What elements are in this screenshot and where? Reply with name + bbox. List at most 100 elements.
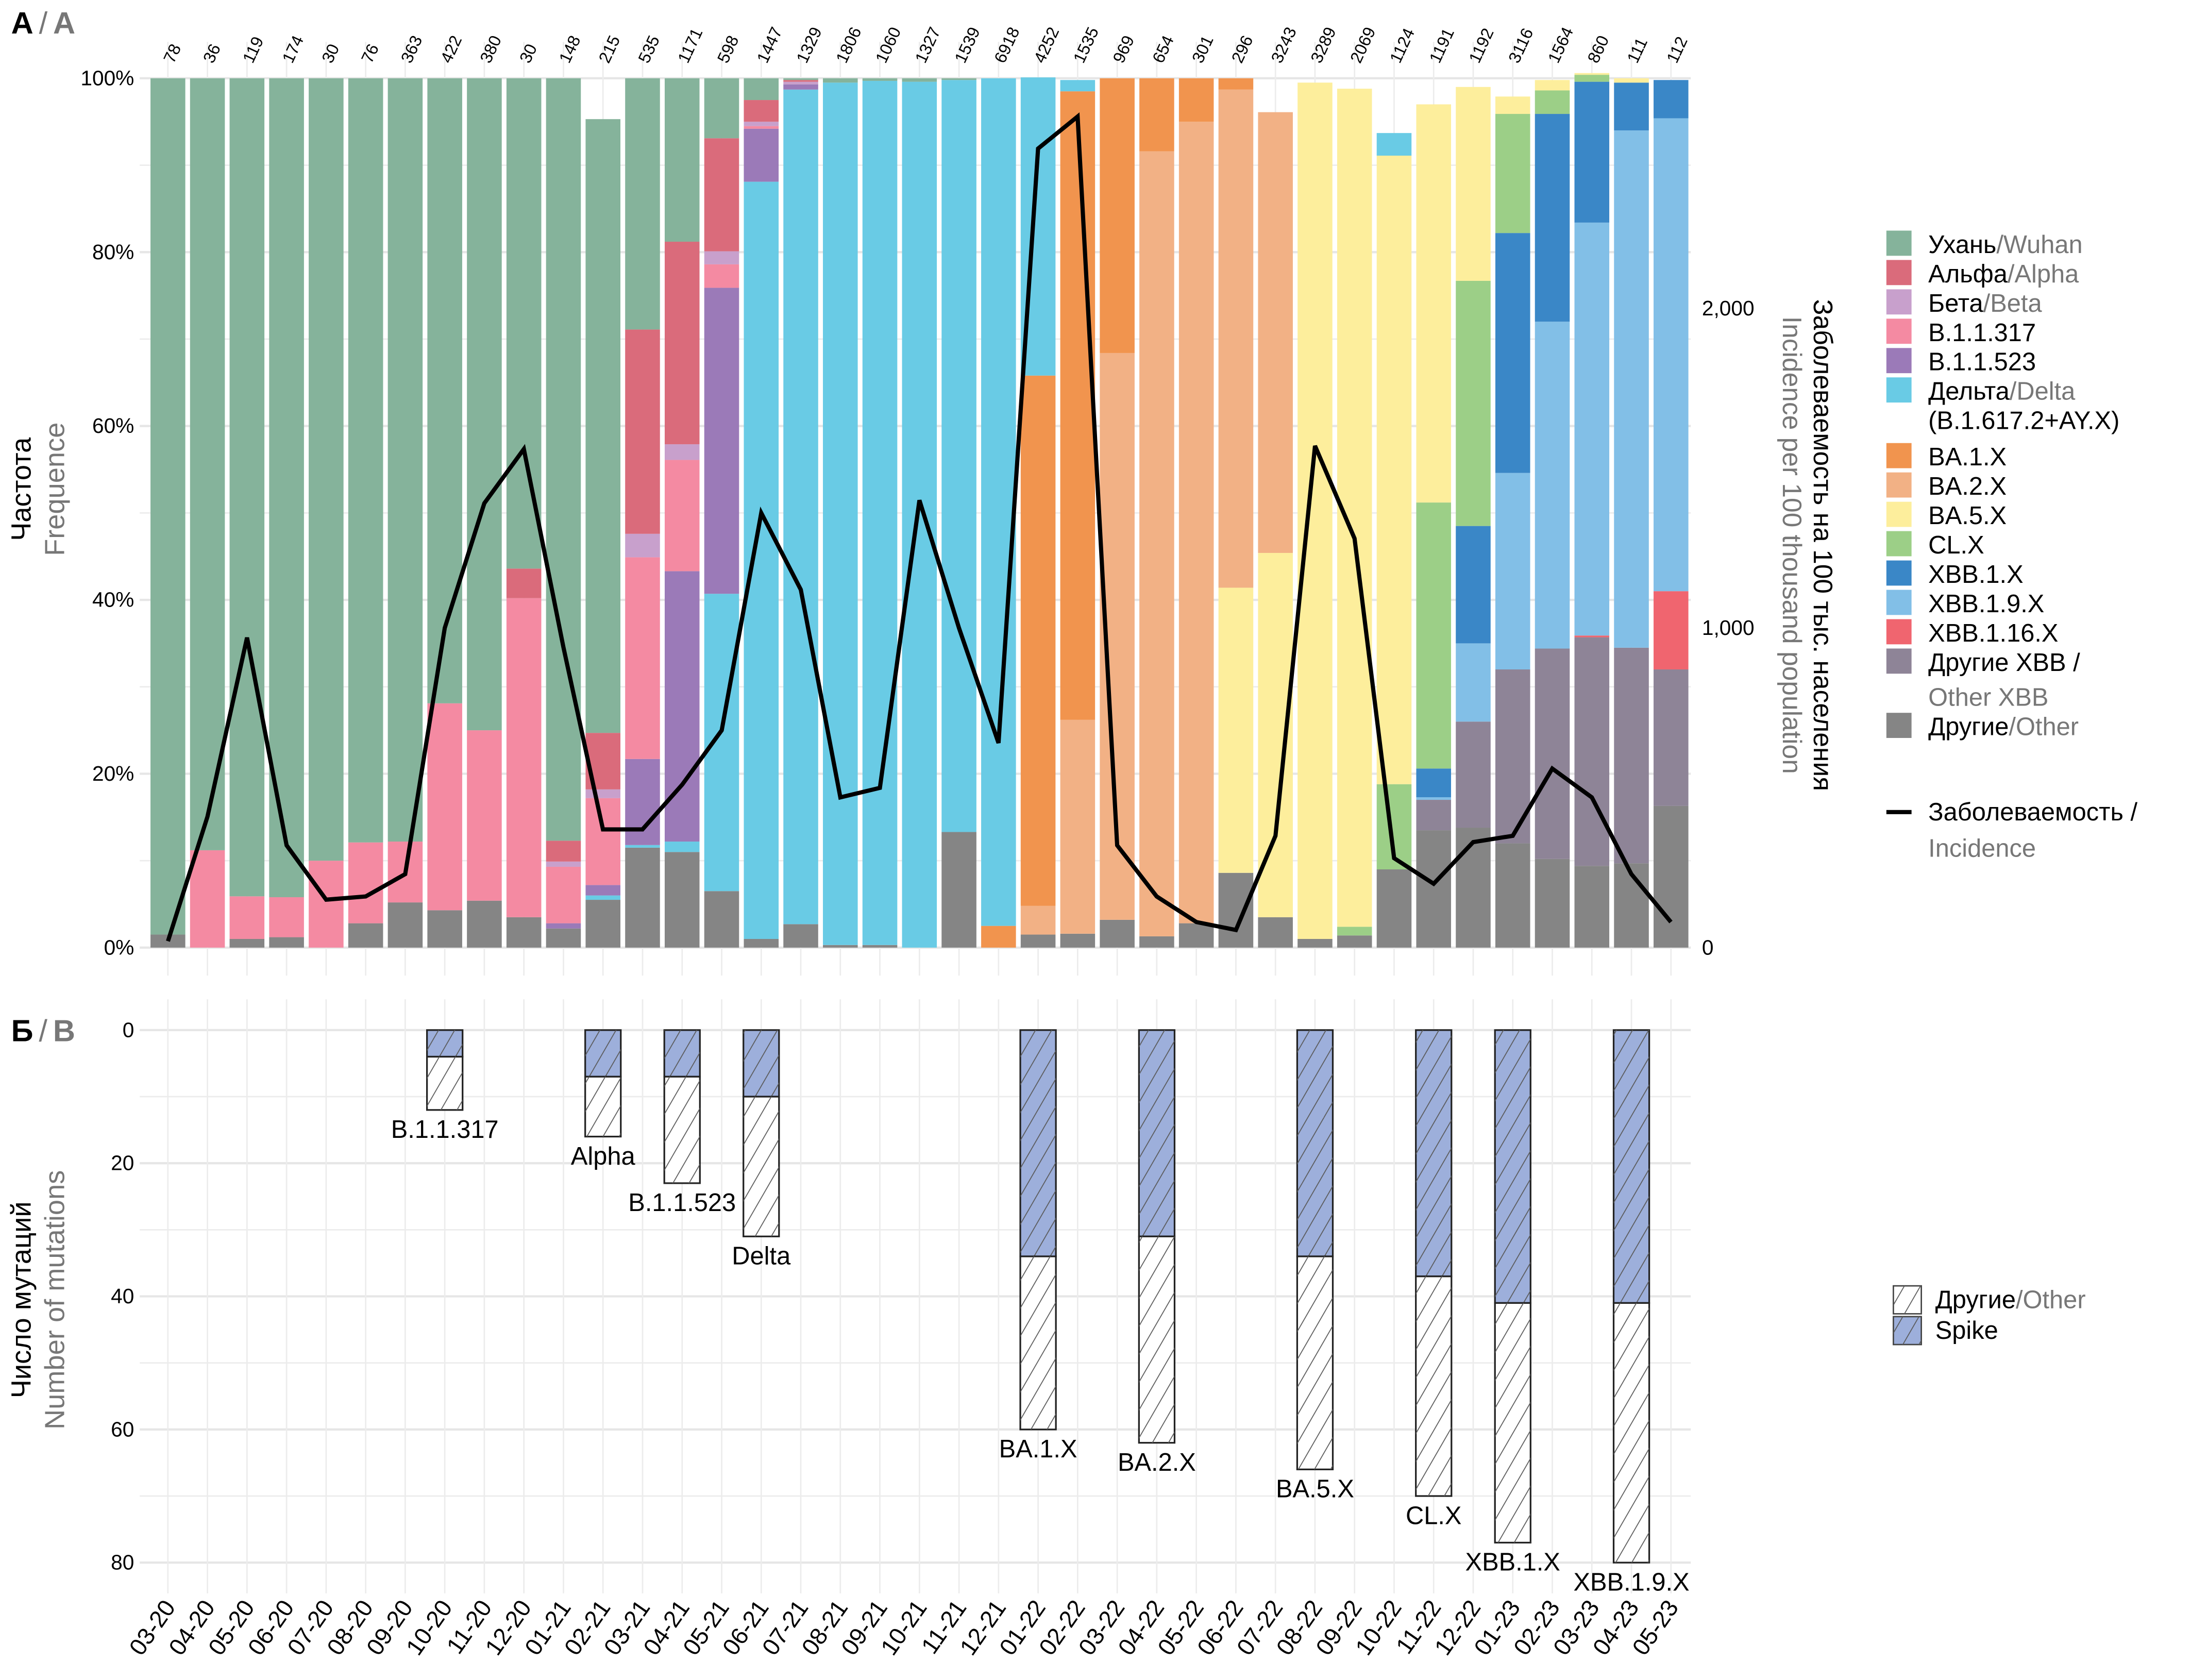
bar-segment-wuhan [546,78,581,841]
mutation-bar: BA.2.X [1118,1029,1196,1476]
legend-label-en: Wuhan [2003,231,2083,259]
legend-swatch [1886,713,1912,738]
bar-segment-wuhan [427,78,462,703]
sample-count-label: 654 [1149,32,1177,65]
bar-segment-xbb1 [1416,768,1452,797]
bar-stack [546,78,581,948]
legend-item-delta: Дельта/Delta(B.1.617.2+AY.X) [1886,377,2119,435]
bar-segment-delta [664,842,700,852]
bar-segment-ba5 [1535,80,1570,91]
bar-segment-b11317 [467,730,502,901]
bar-segment-other [1654,805,1689,948]
bar-segment-ba5 [1574,73,1610,75]
month-axis-labels: 03-2004-2005-2006-2007-2008-2009-2010-20… [124,1595,1683,1660]
y-tick-label: 60% [92,414,134,438]
bar-stack [309,78,344,948]
legend-swatch [1886,443,1912,468]
bar-segment-ba5 [1416,104,1452,503]
bar-stack [1060,80,1096,948]
sample-count-label: 30 [318,41,343,66]
legend-label-en: Beta [1990,290,2042,317]
hatch-other [1020,1256,1056,1430]
legend-slash: / [2009,713,2016,741]
legend-label-ru: BA.2.X [1928,473,2007,500]
y-tick-label: 60 [111,1417,134,1441]
legend-item-ba2: BA.2.X [1886,472,2007,500]
bar-segment-wuhan [941,78,976,80]
incidence-line [166,112,1673,942]
bar-segment-beta [664,444,700,460]
bar-segment-beta [704,251,739,264]
bar-segment-other [862,945,898,948]
bar-segment-ba1 [981,926,1016,948]
bar-segment-wuhan [585,119,620,733]
bar-segment-wuhan [862,78,898,81]
bar-segment-beta [783,81,818,85]
bar-segment-other [546,928,581,948]
sample-count-label: 301 [1188,32,1217,65]
legend-item-xbb19: XBB.1.9.X [1886,590,2044,618]
bar-segment-ba5 [1218,587,1254,873]
bar-segment-wuhan [664,78,700,242]
mutation-bar: BA.1.X [999,1029,1077,1463]
bar-segment-other [1178,923,1214,948]
sample-count-label: 1060 [872,24,904,66]
legend-item-b11523: B.1.1.523 [1886,348,2036,376]
legend-label: Другие/Other [1935,1286,2086,1314]
bar-segment-b11523 [585,885,620,896]
legend-swatch [1886,289,1912,315]
bar-segment-delta [1376,133,1412,156]
bar-segment-delta [625,845,660,848]
sample-count-label: 4252 [1030,24,1063,66]
bar-segment-cl [1574,75,1610,82]
bar-segment-ba1 [1218,78,1254,90]
incidence-axis-title-ru: Заболеваемость на 100 тыс. населения [1808,299,1838,791]
bar-segment-xbb19 [1416,797,1452,800]
mutation-bar-label: BA.5.X [1276,1475,1354,1503]
bar-stack [823,78,858,948]
bar-segment-xbb116 [1574,635,1610,637]
sample-count-label: 1539 [951,24,984,66]
bar-segment-b11317 [704,264,739,288]
y2-tick-label: 1,000 [1702,616,1755,640]
sample-count-label: 2069 [1346,24,1379,66]
legend-swatch [1886,472,1912,498]
mutation-bar-label: B.1.1.523 [628,1189,736,1217]
bar-segment-xbb1 [1456,526,1491,644]
bar-segment-b11317 [625,557,660,759]
bar-segment-beta [585,789,620,798]
bar-segment-wuhan [467,78,502,731]
legend-label: XBB.1.16.X [1928,619,2058,647]
bar-segment-b11317 [348,842,383,923]
sample-count-labels: 78 36 119 174 30 76 363 422 380 30 148 215 535 1171 59… [160,24,1691,66]
hatch-spike [1415,1030,1452,1276]
legend-label-ru: Spike [1935,1317,1998,1345]
mutation-bar-label: XBB.1.X [1465,1549,1560,1576]
bar-segment-b11523 [546,923,581,929]
bar-segment-other [783,924,818,948]
bar-segment-cl [1456,280,1491,526]
sample-count-label: 78 [160,41,184,66]
bar-segment-alpha [506,568,542,598]
sample-count-label: 1447 [753,24,786,66]
bar-segment-wuhan [783,78,818,80]
legend-label: BA.1.X [1928,443,2007,471]
bar-segment-cl [1337,927,1372,936]
legend-label-en: Delta [2016,378,2076,406]
legend-slash: / [1996,231,2003,259]
bar-segment-wuhan [150,78,186,935]
bar-segment-other [941,832,976,948]
y-tick-label: 80% [92,240,134,264]
bar-segment-beta [546,861,581,867]
bar-stack [387,78,423,948]
sample-count-label: 36 [199,41,224,66]
bar-segment-other_xbb [1456,721,1491,828]
sample-count-label: 6918 [990,24,1023,66]
legend-label-en: Other XBB [1928,684,2048,712]
bar-segment-xbb19 [1654,118,1689,592]
legend-slash: / [2008,260,2015,288]
frequency-axis-ticks: 0% 20% 40% 60% 80% 100% [80,66,134,959]
bar-segment-ba5 [1614,78,1649,83]
bar-segment-delta [981,78,1016,926]
